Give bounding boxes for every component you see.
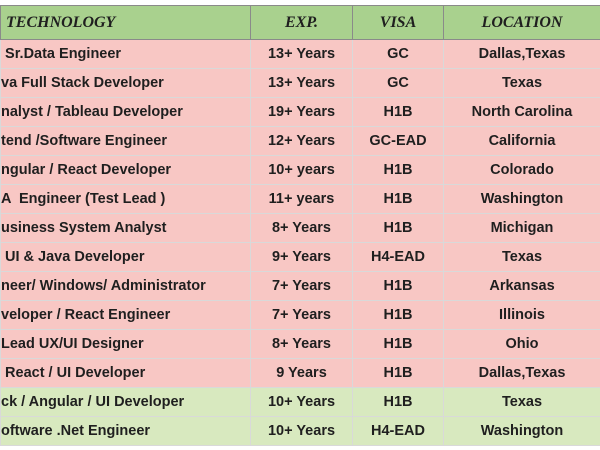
experience-cell: 10+ Years: [250, 416, 353, 446]
location-cell: North Carolina: [443, 97, 600, 127]
experience-cell: 13+ Years: [250, 39, 353, 69]
technology-cell: ck / Angular / UI Developer: [0, 387, 251, 417]
jobs-table: TECHNOLOGY EXP. VISA LOCATION Sr.Data Engin…: [0, 5, 600, 446]
experience-cell: 9+ Years: [250, 242, 353, 272]
table-row: Sr.Data Engineer 13+ Years GC Dallas,Texas: [0, 39, 600, 69]
technology-cell: Lead UX/UI Designer: [0, 329, 251, 359]
experience-cell: 9 Years: [250, 358, 353, 388]
experience-cell: 12+ Years: [250, 126, 353, 156]
table-row: A Engineer (Test Lead ) 11+ years H1B Washi…: [0, 184, 600, 214]
header-cell: LOCATION: [443, 5, 600, 40]
location-cell: Ohio: [443, 329, 600, 359]
visa-cell: H1B: [352, 184, 444, 214]
technology-cell: veloper / React Engineer: [0, 300, 251, 330]
table-row: ck / Angular / UI Developer 10+ Years H1B T…: [0, 387, 600, 417]
location-cell: Illinois: [443, 300, 600, 330]
technology-cell: oftware .Net Engineer: [0, 416, 251, 446]
technology-cell: A Engineer (Test Lead ): [0, 184, 251, 214]
technology-cell: va Full Stack Developer: [0, 68, 251, 98]
visa-cell: H1B: [352, 329, 444, 359]
table-row: usiness System Analyst 8+ Years H1B Michiga…: [0, 213, 600, 243]
header-cell: VISA: [352, 5, 444, 40]
location-cell: Michigan: [443, 213, 600, 243]
visa-cell: H1B: [352, 271, 444, 301]
location-cell: Texas: [443, 242, 600, 272]
visa-cell: GC: [352, 39, 444, 69]
experience-cell: 10+ years: [250, 155, 353, 185]
visa-cell: H4-EAD: [352, 242, 444, 272]
technology-cell: usiness System Analyst: [0, 213, 251, 243]
experience-cell: 8+ Years: [250, 213, 353, 243]
technology-cell: neer/ Windows/ Administrator: [0, 271, 251, 301]
location-cell: Colorado: [443, 155, 600, 185]
technology-cell: nalyst / Tableau Developer: [0, 97, 251, 127]
technology-cell: tend /Software Engineer: [0, 126, 251, 156]
experience-cell: 7+ Years: [250, 300, 353, 330]
table-container: TECHNOLOGY EXP. VISA LOCATION Sr.Data Engin…: [0, 5, 600, 446]
table-row: va Full Stack Developer 13+ Years GC Texas: [0, 68, 600, 98]
location-cell: Dallas,Texas: [443, 39, 600, 69]
technology-cell: React / UI Developer: [0, 358, 251, 388]
table-row: nalyst / Tableau Developer 19+ Years H1B No…: [0, 97, 600, 127]
visa-cell: H1B: [352, 213, 444, 243]
location-cell: Texas: [443, 68, 600, 98]
header-row: TECHNOLOGY EXP. VISA LOCATION: [0, 5, 600, 40]
table-row: oftware .Net Engineer 10+ Years H4-EAD Wash…: [0, 416, 600, 446]
visa-cell: H1B: [352, 387, 444, 417]
experience-cell: 7+ Years: [250, 271, 353, 301]
location-cell: California: [443, 126, 600, 156]
table-row: Lead UX/UI Designer 8+ Years H1B Ohio: [0, 329, 600, 359]
experience-cell: 10+ Years: [250, 387, 353, 417]
visa-cell: GC: [352, 68, 444, 98]
experience-cell: 11+ years: [250, 184, 353, 214]
visa-cell: H4-EAD: [352, 416, 444, 446]
visa-cell: H1B: [352, 358, 444, 388]
table-row: neer/ Windows/ Administrator 7+ Years H1B A…: [0, 271, 600, 301]
visa-cell: H1B: [352, 97, 444, 127]
header-cell: TECHNOLOGY: [0, 5, 251, 40]
location-cell: Dallas,Texas: [443, 358, 600, 388]
location-cell: Texas: [443, 387, 600, 417]
table-body: Sr.Data Engineer 13+ Years GC Dallas,Texas v…: [0, 39, 600, 446]
table-row: ngular / React Developer 10+ years H1B Colo…: [0, 155, 600, 185]
technology-cell: UI & Java Developer: [0, 242, 251, 272]
table-row: tend /Software Engineer 12+ Years GC-EAD Ca…: [0, 126, 600, 156]
experience-cell: 19+ Years: [250, 97, 353, 127]
experience-cell: 13+ Years: [250, 68, 353, 98]
table-row: UI & Java Developer 9+ Years H4-EAD Texas: [0, 242, 600, 272]
visa-cell: GC-EAD: [352, 126, 444, 156]
table-row: React / UI Developer 9 Years H1B Dallas,Tex…: [0, 358, 600, 388]
experience-cell: 8+ Years: [250, 329, 353, 359]
visa-cell: H1B: [352, 300, 444, 330]
header-cell: EXP.: [250, 5, 353, 40]
location-cell: Arkansas: [443, 271, 600, 301]
technology-cell: Sr.Data Engineer: [0, 39, 251, 69]
location-cell: Washington: [443, 416, 600, 446]
visa-cell: H1B: [352, 155, 444, 185]
location-cell: Washington: [443, 184, 600, 214]
technology-cell: ngular / React Developer: [0, 155, 251, 185]
table-row: veloper / React Engineer 7+ Years H1B Illin…: [0, 300, 600, 330]
